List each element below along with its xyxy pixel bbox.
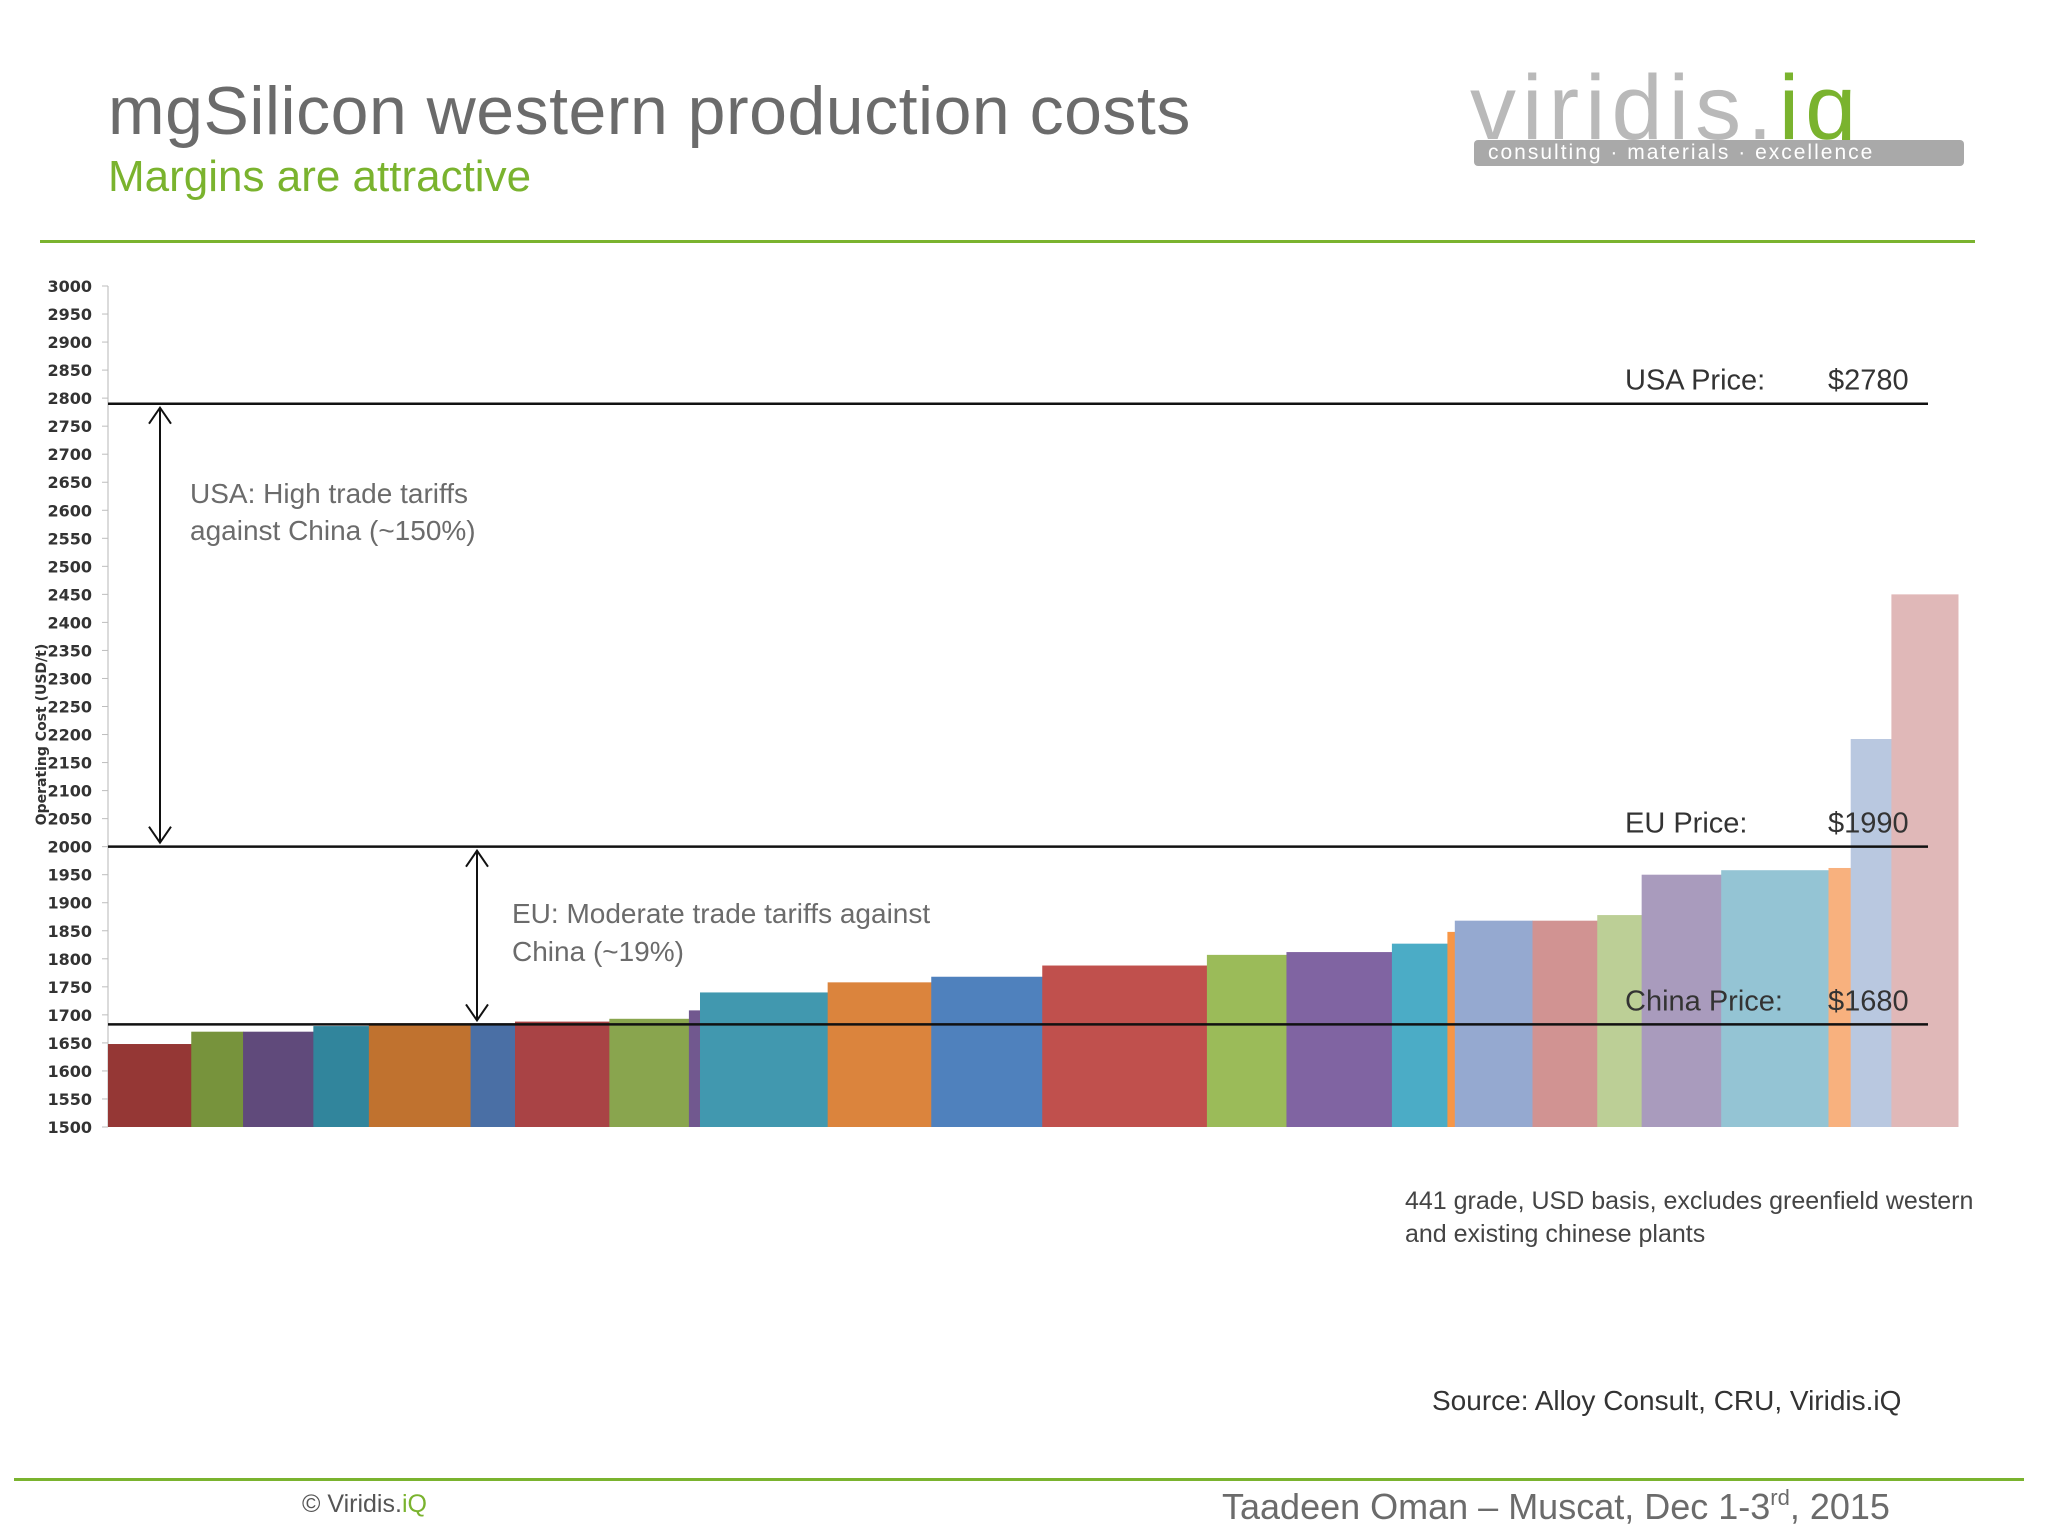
copyright-accent: iQ — [401, 1490, 427, 1518]
cost-bar — [191, 1031, 244, 1127]
cost-bar — [313, 1026, 370, 1127]
y-axis-label: Operating Cost (USD/t) — [34, 644, 50, 826]
y-tick-label: 1800 — [47, 950, 92, 969]
price-line-value: $1990 — [1828, 808, 1909, 840]
y-tick-label: 2700 — [47, 445, 92, 464]
y-tick-label: 2450 — [47, 585, 92, 604]
cost-bar — [1597, 915, 1643, 1127]
cost-bar — [243, 1031, 314, 1127]
cost-bar — [515, 1021, 610, 1127]
y-tick-label: 2350 — [47, 641, 92, 660]
copyright-main: © Viridis. — [302, 1490, 402, 1518]
y-tick-label: 2500 — [47, 557, 92, 576]
price-line-name: USA Price: — [1625, 365, 1765, 397]
cost-bar — [931, 976, 1043, 1127]
price-line-value: $1680 — [1828, 985, 1909, 1017]
cost-bar — [1828, 867, 1852, 1127]
y-tick-label: 1850 — [47, 922, 92, 941]
cost-bar — [1286, 952, 1393, 1127]
y-tick-label: 1700 — [47, 1006, 92, 1025]
slide-title: mgSilicon western production costs — [108, 73, 1191, 149]
footnote-line-2: and existing chinese plants — [1405, 1220, 1706, 1248]
y-tick-label: 1600 — [47, 1062, 92, 1081]
tariff-annotation-line-1: USA: High trade tariffs — [190, 478, 468, 509]
y-tick-label: 2950 — [47, 305, 92, 324]
price-line-name: EU Price: — [1625, 808, 1747, 840]
y-tick-label: 3000 — [47, 277, 92, 296]
y-tick-label: 1550 — [47, 1090, 92, 1109]
cost-bar — [700, 992, 829, 1127]
y-tick-label: 2150 — [47, 754, 92, 773]
y-tick-label: 2900 — [47, 333, 92, 352]
footer-divider — [14, 1478, 2024, 1481]
y-tick-label: 1900 — [47, 894, 92, 913]
tariff-arrow-head-down — [465, 1003, 489, 1023]
footer-copyright: © Viridis.iQ — [302, 1490, 427, 1519]
cost-bar — [1641, 874, 1722, 1127]
cost-bar — [688, 1010, 701, 1127]
y-tick-label: 2050 — [47, 810, 92, 829]
source-note: Source: Alloy Consult, CRU, Viridis.iQ — [1432, 1385, 1902, 1416]
tariff-annotation-line-1: EU: Moderate trade tariffs against — [512, 898, 930, 929]
event-tail: , 2015 — [1789, 1486, 1890, 1527]
cost-bar — [1447, 931, 1456, 1127]
cost-bar — [1891, 594, 1959, 1127]
logo-tagline: consulting · materials · excellence — [1474, 140, 1964, 166]
cost-bar — [1721, 870, 1829, 1127]
y-tick-label: 2100 — [47, 782, 92, 801]
tariff-arrow-head-up — [148, 405, 172, 425]
header-divider — [40, 240, 1975, 243]
y-tick-label: 1500 — [47, 1118, 92, 1137]
tariff-annotation-line-2: China (~19%) — [512, 936, 684, 967]
cost-bar — [108, 1044, 192, 1127]
y-tick-label: 2000 — [47, 838, 92, 857]
y-tick-label: 2750 — [47, 417, 92, 436]
cost-bar — [1206, 954, 1287, 1127]
y-tick-label: 2800 — [47, 389, 92, 408]
price-line-name: China Price: — [1625, 985, 1783, 1017]
tariff-arrow-head-down — [148, 826, 172, 845]
y-tick-label: 2650 — [47, 473, 92, 492]
cost-bar — [368, 1023, 472, 1127]
y-tick-label: 2250 — [47, 698, 92, 717]
y-tick-label: 2550 — [47, 529, 92, 548]
viridis-logo: viridis.iq consulting · materials · exce… — [1470, 57, 1990, 180]
event-sup: rd — [1770, 1485, 1790, 1510]
y-tick-label: 2400 — [47, 613, 92, 632]
cost-bar — [1042, 965, 1208, 1127]
footer-event: Taadeen Oman – Muscat, Dec 1-3rd, 2015 — [1222, 1485, 1890, 1528]
cost-bar — [1391, 943, 1448, 1127]
y-tick-label: 2850 — [47, 361, 92, 380]
y-tick-label: 1750 — [47, 978, 92, 997]
footnote-line-1: 441 grade, USD basis, excludes greenfiel… — [1405, 1187, 1974, 1215]
event-main: Taadeen Oman – Muscat, Dec 1-3 — [1222, 1486, 1771, 1527]
cost-bar — [470, 1023, 516, 1127]
chart-footnote: 441 grade, USD basis, excludes greenfiel… — [1405, 1185, 2005, 1251]
cost-bar — [609, 1018, 690, 1127]
y-tick-label: 1650 — [47, 1034, 92, 1053]
y-tick-label: 2200 — [47, 726, 92, 745]
y-tick-label: 2600 — [47, 501, 92, 520]
y-tick-label: 2300 — [47, 669, 92, 688]
cost-bar — [827, 982, 932, 1127]
y-tick-label: 1950 — [47, 866, 92, 885]
price-line-value: $2780 — [1828, 365, 1909, 397]
tariff-arrow-head-up — [465, 848, 489, 868]
cost-bar — [1850, 739, 1892, 1127]
slide-subtitle: Margins are attractive — [108, 152, 532, 201]
tariff-annotation-line-2: against China (~150%) — [190, 515, 476, 546]
